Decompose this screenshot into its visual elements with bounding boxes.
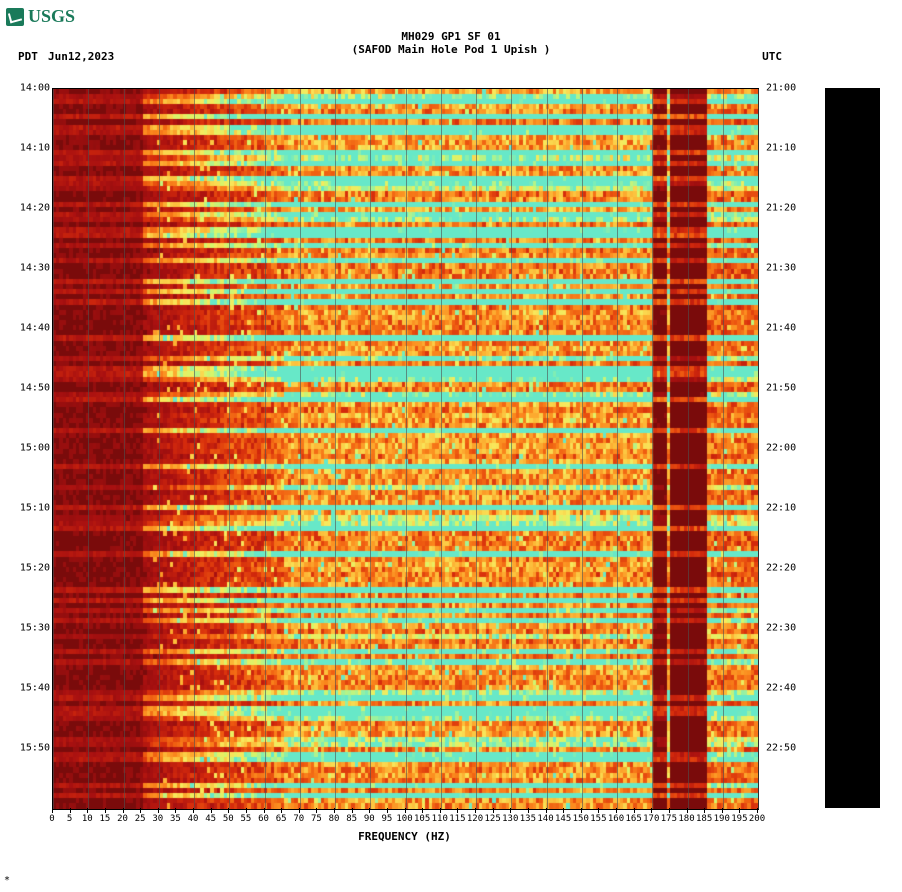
x-tick-label: 130 bbox=[502, 814, 518, 824]
x-tick-label: 45 bbox=[205, 814, 216, 824]
x-tick-label: 140 bbox=[537, 814, 553, 824]
y-axis-left-ticks: 14:0014:1014:2014:3014:4014:5015:0015:10… bbox=[10, 88, 50, 808]
y-left-tick-label: 15:00 bbox=[10, 443, 50, 454]
logo-icon bbox=[6, 8, 24, 26]
y-left-tick-label: 14:00 bbox=[10, 83, 50, 94]
x-tick-label: 165 bbox=[625, 814, 641, 824]
x-tick-label: 100 bbox=[396, 814, 412, 824]
date-label: Jun12,2023 bbox=[48, 50, 114, 63]
x-tick-label: 175 bbox=[661, 814, 677, 824]
y-left-tick-label: 15:10 bbox=[10, 503, 50, 514]
y-left-tick-label: 15:20 bbox=[10, 563, 50, 574]
x-tick-label: 115 bbox=[449, 814, 465, 824]
x-tick-label: 145 bbox=[555, 814, 571, 824]
y-right-tick-label: 21:50 bbox=[766, 383, 816, 394]
y-axis-right-ticks: 21:0021:1021:2021:3021:4021:5022:0022:10… bbox=[766, 88, 816, 808]
y-left-tick-label: 14:30 bbox=[10, 263, 50, 274]
x-tick-label: 0 bbox=[49, 814, 54, 824]
y-right-tick-label: 21:30 bbox=[766, 263, 816, 274]
x-tick-label: 85 bbox=[346, 814, 357, 824]
x-tick-label: 135 bbox=[520, 814, 536, 824]
y-right-tick-label: 21:40 bbox=[766, 323, 816, 334]
x-tick-label: 75 bbox=[311, 814, 322, 824]
x-tick-label: 200 bbox=[749, 814, 765, 824]
y-right-tick-label: 21:10 bbox=[766, 143, 816, 154]
y-right-tick-label: 21:20 bbox=[766, 203, 816, 214]
spectrogram-canvas bbox=[53, 89, 758, 809]
x-tick-label: 190 bbox=[714, 814, 730, 824]
x-tick-label: 95 bbox=[381, 814, 392, 824]
x-tick-label: 25 bbox=[135, 814, 146, 824]
x-tick-label: 120 bbox=[467, 814, 483, 824]
x-tick-label: 150 bbox=[573, 814, 589, 824]
x-axis-label: FREQUENCY (HZ) bbox=[52, 830, 757, 843]
y-right-tick-label: 22:20 bbox=[766, 563, 816, 574]
y-left-tick-label: 15:50 bbox=[10, 743, 50, 754]
x-tick-label: 90 bbox=[364, 814, 375, 824]
colorbar bbox=[825, 88, 880, 808]
y-right-tick-label: 21:00 bbox=[766, 83, 816, 94]
x-tick-label: 5 bbox=[67, 814, 72, 824]
y-left-tick-label: 14:10 bbox=[10, 143, 50, 154]
y-left-tick-label: 14:50 bbox=[10, 383, 50, 394]
x-tick-label: 185 bbox=[696, 814, 712, 824]
x-tick-label: 35 bbox=[170, 814, 181, 824]
x-tick-label: 155 bbox=[590, 814, 606, 824]
y-right-tick-label: 22:10 bbox=[766, 503, 816, 514]
x-tick-label: 125 bbox=[484, 814, 500, 824]
logo-text: USGS bbox=[28, 6, 75, 27]
x-tick-label: 80 bbox=[329, 814, 340, 824]
x-tick-label: 50 bbox=[223, 814, 234, 824]
x-tick-label: 160 bbox=[608, 814, 624, 824]
y-right-tick-label: 22:30 bbox=[766, 623, 816, 634]
x-tick-label: 10 bbox=[82, 814, 93, 824]
x-tick-label: 195 bbox=[731, 814, 747, 824]
y-right-tick-label: 22:00 bbox=[766, 443, 816, 454]
y-left-tick-label: 14:20 bbox=[10, 203, 50, 214]
x-tick-label: 65 bbox=[276, 814, 287, 824]
spectrogram-plot bbox=[52, 88, 759, 810]
usgs-logo: USGS bbox=[6, 6, 75, 27]
x-tick-label: 30 bbox=[152, 814, 163, 824]
y-right-tick-label: 22:40 bbox=[766, 683, 816, 694]
x-tick-label: 60 bbox=[258, 814, 269, 824]
x-tick-label: 70 bbox=[293, 814, 304, 824]
x-tick-label: 110 bbox=[432, 814, 448, 824]
left-timezone-label: PDT bbox=[18, 50, 38, 63]
footer-asterisk: * bbox=[4, 875, 10, 886]
x-tick-label: 20 bbox=[117, 814, 128, 824]
y-left-tick-label: 15:30 bbox=[10, 623, 50, 634]
x-tick-label: 105 bbox=[414, 814, 430, 824]
title-line-1: MH029 GP1 SF 01 bbox=[0, 30, 902, 43]
y-right-tick-label: 22:50 bbox=[766, 743, 816, 754]
x-tick-label: 15 bbox=[99, 814, 110, 824]
right-timezone-label: UTC bbox=[762, 50, 782, 63]
x-tick-label: 40 bbox=[188, 814, 199, 824]
x-tick-label: 180 bbox=[678, 814, 694, 824]
x-tick-label: 170 bbox=[643, 814, 659, 824]
y-left-tick-label: 14:40 bbox=[10, 323, 50, 334]
x-tick-label: 55 bbox=[240, 814, 251, 824]
y-left-tick-label: 15:40 bbox=[10, 683, 50, 694]
